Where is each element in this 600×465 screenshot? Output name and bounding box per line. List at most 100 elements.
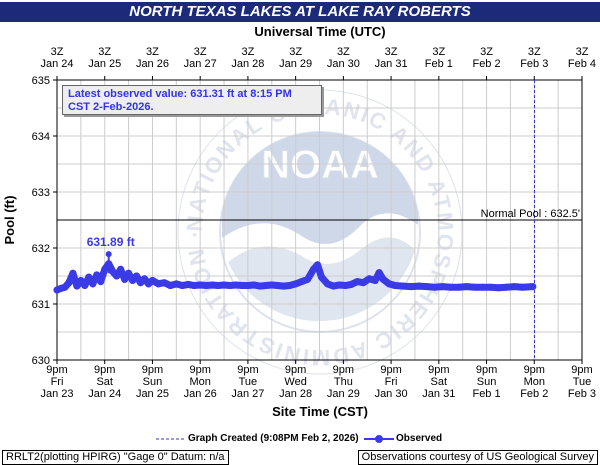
- observed-point: [439, 283, 447, 291]
- x-top-tick-label: 3Z: [337, 46, 350, 58]
- observed-point: [125, 269, 133, 277]
- x-tick-label: 9pm: [428, 364, 449, 376]
- x-tick-label: Sun: [143, 376, 163, 388]
- observed-point: [292, 280, 300, 288]
- x-top-tick-label: 3Z: [385, 46, 398, 58]
- observed-point: [85, 273, 93, 281]
- observed-point: [494, 284, 502, 292]
- x-tick-label: Sat: [96, 376, 113, 388]
- observed-point: [226, 282, 234, 290]
- observed-point: [310, 265, 318, 273]
- observed-point: [347, 280, 355, 288]
- observed-point: [154, 280, 162, 288]
- x-tick-label: Jan 26: [184, 388, 217, 400]
- observed-point: [479, 283, 487, 291]
- x-top-tick-label: Jan 31: [375, 58, 408, 70]
- observed-point: [141, 275, 148, 283]
- observed-point: [391, 282, 399, 290]
- observed-point: [220, 281, 228, 289]
- x-top-tick-label: 3Z: [241, 46, 254, 58]
- x-top-tick-label: 3Z: [51, 46, 64, 58]
- observed-point: [97, 278, 105, 286]
- y-tick-label: 635: [32, 75, 50, 87]
- x-top-tick-label: 3Z: [432, 46, 445, 58]
- observed-point: [518, 283, 526, 291]
- observed-point: [172, 280, 180, 288]
- x-top-tick-label: Jan 27: [184, 58, 217, 70]
- observed-point: [238, 282, 246, 290]
- observed-point: [190, 282, 198, 290]
- observed-point: [359, 279, 367, 287]
- x-tick-label: Jan 31: [422, 388, 455, 400]
- observed-point: [133, 272, 141, 280]
- observed-point: [262, 282, 270, 290]
- observed-legend-label: Observed: [396, 433, 443, 444]
- observed-point: [510, 283, 518, 291]
- observed-point: [214, 282, 222, 290]
- x-top-tick-label: Jan 26: [136, 58, 169, 70]
- observed-point: [280, 282, 288, 290]
- x-tick-label: 9pm: [571, 364, 592, 376]
- x-tick-label: Feb 3: [568, 388, 596, 400]
- x-tick-label: Sat: [431, 376, 448, 388]
- x-tick-label: Wed: [284, 376, 306, 388]
- x-tick-label: Jan 24: [88, 388, 121, 400]
- data-courtesy: Observations courtesy of US Geological S…: [357, 450, 598, 465]
- observed-point: [148, 276, 156, 284]
- x-tick-label: Jan 29: [327, 388, 360, 400]
- y-axis-label: Pool (ft): [2, 195, 17, 244]
- observed-point: [274, 282, 282, 290]
- x-tick-label: 9pm: [333, 364, 354, 376]
- x-tick-label: 9pm: [476, 364, 497, 376]
- x-tick-label: Thu: [334, 376, 353, 388]
- x-top-tick-label: 3Z: [289, 46, 302, 58]
- observed-point: [178, 282, 186, 290]
- x-tick-label: Mon: [189, 376, 210, 388]
- observed-point: [184, 280, 192, 288]
- graph-created-legend-label: Graph Created (9:08PM Feb 2, 2026): [188, 433, 359, 444]
- x-tick-label: Tue: [573, 376, 592, 388]
- x-top-tick-label: 3Z: [480, 46, 493, 58]
- x-tick-label: Fri: [51, 376, 64, 388]
- latest-value-line1: Latest observed value: 631.31 ft at 8:15…: [68, 88, 292, 100]
- observed-point: [353, 278, 361, 286]
- x-tick-label: Mon: [524, 376, 545, 388]
- x-tick-label: 9pm: [524, 364, 545, 376]
- observed-point: [502, 283, 510, 291]
- observed-point: [379, 275, 387, 283]
- y-tick-label: 634: [32, 131, 50, 143]
- observed-point: [304, 275, 312, 283]
- x-top-tick-label: Jan 25: [88, 58, 121, 70]
- observed-point: [407, 283, 415, 291]
- x-tick-label: Fri: [385, 376, 398, 388]
- observed-point: [93, 271, 101, 279]
- x-top-tick-label: Jan 28: [231, 58, 264, 70]
- observed-point: [73, 282, 81, 290]
- x-tick-label: Feb 1: [472, 388, 500, 400]
- x-tick-label: 9pm: [94, 364, 115, 376]
- x-axis-label: Site Time (CST): [272, 404, 368, 419]
- observed-point: [202, 282, 210, 290]
- x-tick-label: 9pm: [142, 364, 163, 376]
- x-top-tick-label: Feb 3: [520, 58, 548, 70]
- x-tick-label: Jan 28: [279, 388, 312, 400]
- observed-legend-swatch: [364, 435, 394, 443]
- observed-point: [160, 279, 168, 287]
- x-tick-label: 9pm: [285, 364, 306, 376]
- observed-point: [208, 281, 216, 289]
- x-tick-label: 9pm: [46, 364, 67, 376]
- x-tick-label: 9pm: [189, 364, 210, 376]
- x-tick-label: Feb 2: [520, 388, 548, 400]
- footer: RRLT2(plotting HPIRG) "Gage 0" Datum: n/…: [0, 450, 600, 465]
- observed-point: [109, 268, 117, 276]
- observed-point: [375, 269, 383, 277]
- normal-pool-label: Normal Pool : 632.5': [481, 208, 580, 220]
- observed-point: [77, 276, 85, 284]
- observed-point: [423, 283, 431, 291]
- observed-point: [341, 282, 349, 290]
- observed-point: [329, 282, 337, 290]
- legend: Graph Created (9:08PM Feb 2, 2026) Obser…: [0, 432, 600, 448]
- gauge-info: RRLT2(plotting HPIRG) "Gage 0" Datum: n/…: [2, 450, 229, 465]
- x-tick-label: Tue: [239, 376, 258, 388]
